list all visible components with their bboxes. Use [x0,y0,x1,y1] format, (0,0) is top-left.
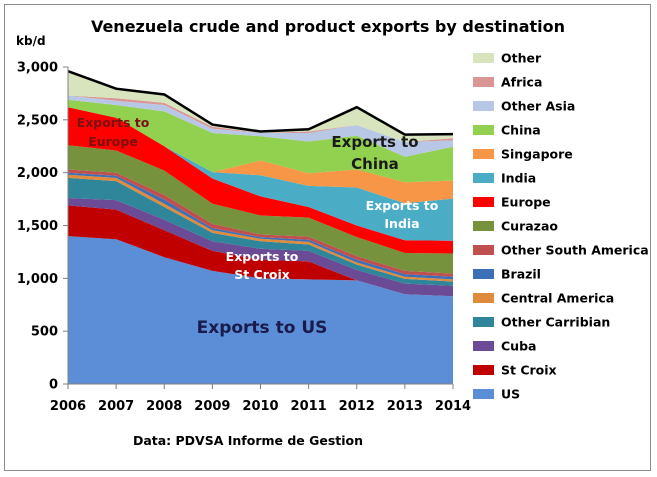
y-tick-label: 1,000 [17,272,58,287]
annotation-exports-to-europe: Exports to Europe [77,115,150,149]
y-unit-label: kb/d [16,34,46,48]
area-china [68,99,453,183]
annotation-exports-to-india: Exports to India [366,198,439,231]
legend-label-cuba: Cuba [501,339,536,354]
area-series-group [68,71,453,384]
annotation-line: India [384,216,419,231]
y-tick-label: 3,000 [17,61,58,76]
total-line [67,70,454,136]
legend-swatch-europe [473,197,494,207]
area-us [68,236,453,384]
legend-label-curazao: Curazao [501,219,558,234]
area-curazao [68,145,453,274]
legend-swatch-africa [473,77,494,87]
legend-swatch-us [473,389,494,399]
x-tick-label: 2012 [339,399,375,414]
x-tick-label: 2007 [98,399,134,414]
annotation-line: Europe [88,134,138,149]
legend-swatch-other [473,53,494,63]
source-note: Data: PDVSA Informe de Gestion [133,433,363,448]
total-line-group [67,70,454,136]
annotation-exports-to-china: Exports to China [331,133,418,173]
annotation-line: St Croix [234,267,290,282]
legend-swatch-other-south-america [473,245,494,255]
annotation-line: Exports to [331,133,418,151]
legend-swatch-other-asia [473,101,494,111]
y-tick-label: 0 [49,378,58,393]
legend-swatch-st-croix [473,365,494,375]
annotation-line: Exports to [226,249,299,264]
legend-label-brazil: Brazil [501,267,541,282]
legend-swatch-curazao [473,221,494,231]
annotation-line: Exports to [366,198,439,213]
legend-label-st-croix: St Croix [501,363,557,378]
area-singapore [68,107,453,204]
x-tick-label: 2009 [194,399,230,414]
y-tick-label: 1,500 [17,219,58,234]
legend-label-other: Other [501,51,542,66]
legend-label-europe: Europe [501,195,551,210]
chart-title: Venezuela crude and product exports by d… [91,17,565,36]
legend-label-singapore: Singapore [501,147,573,162]
legend-label-us: US [501,387,520,402]
legend: Other Africa Other Asia China Singapore India… [473,51,649,402]
annotation-line: China [351,155,399,173]
y-tick-label: 2,500 [17,113,58,128]
annotation-line: Exports to US [197,318,328,338]
area-other [68,71,453,142]
legend-swatch-central-america [473,293,494,303]
x-tick-label: 2006 [50,399,86,414]
legend-swatch-india [473,173,494,183]
x-tick-label: 2014 [435,399,471,414]
y-tick-label: 2,000 [17,166,58,181]
area-other-south-america [68,169,453,277]
y-tick-label: 500 [31,325,58,340]
legend-label-central-america: Central America [501,291,614,306]
legend-swatch-brazil [473,269,494,279]
area-st-croix [68,205,453,297]
area-other-carribian [68,177,453,286]
area-india [68,107,453,241]
annotation-exports-to-st-croix: Exports to St Croix [226,249,299,282]
annotation-exports-to-us: Exports to US [197,318,328,338]
x-tick-label: 2013 [387,399,423,414]
annotation-line: Exports to [77,115,150,130]
legend-swatch-singapore [473,149,494,159]
legend-label-other-asia: Other Asia [501,99,575,114]
legend-swatch-china [473,125,494,135]
legend-label-other-south-america: Other South America [501,243,649,258]
area-europe [68,107,453,254]
area-other-asia [68,95,453,157]
legend-swatch-cuba [473,341,494,351]
legend-label-africa: Africa [501,75,542,90]
legend-label-other-carribian: Other Carribian [501,315,610,330]
legend-label-india: India [501,171,536,186]
x-tick-label: 2010 [242,399,278,414]
legend-label-china: China [501,123,541,138]
x-tick-label: 2011 [291,399,327,414]
axes-group: 0 500 1,000 1,500 2,000 2,500 3,000 2006 2007 200… [17,61,471,415]
area-cuba [68,198,453,297]
legend-swatch-other-carribian [473,317,494,327]
x-tick-label: 2008 [146,399,182,414]
